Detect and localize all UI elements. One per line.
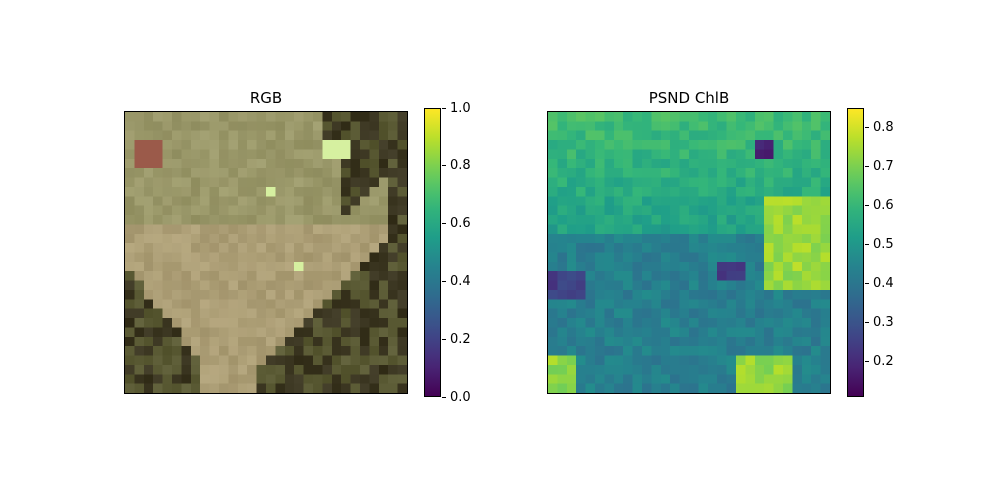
colorbar-tick-label: 0.7	[865, 159, 894, 175]
colorbar-tick-label: 0.8	[865, 120, 894, 136]
rgb-panel-title: RGB	[249, 89, 283, 107]
colorbar-tick-label: 0.4	[865, 276, 894, 292]
colorbar-tick-label: 0.5	[865, 237, 894, 253]
colorbar-tick-label: 0.2	[865, 354, 894, 370]
chlb-panel-title: PSND ChlB	[648, 89, 730, 107]
colorbar-tick-label: 0.4	[442, 273, 471, 289]
chlb-image	[547, 111, 831, 394]
colorbar-tick-label: 0.6	[865, 198, 894, 214]
colorbar-tick-label: 0.0	[442, 389, 471, 405]
rgb-image-canvas	[125, 112, 407, 393]
colorbar-tick-label: 0.3	[865, 315, 894, 331]
chlb-colorbar	[847, 108, 864, 397]
colorbar-tick-label: 0.8	[442, 158, 471, 174]
colorbar-tick-label: 0.6	[442, 216, 471, 232]
rgb-colorbar	[424, 108, 441, 397]
colorbar-tick-label: 0.2	[442, 331, 471, 347]
chlb-image-canvas	[548, 112, 830, 393]
colorbar-tick-label: 1.0	[442, 100, 471, 116]
rgb-image	[124, 111, 408, 394]
